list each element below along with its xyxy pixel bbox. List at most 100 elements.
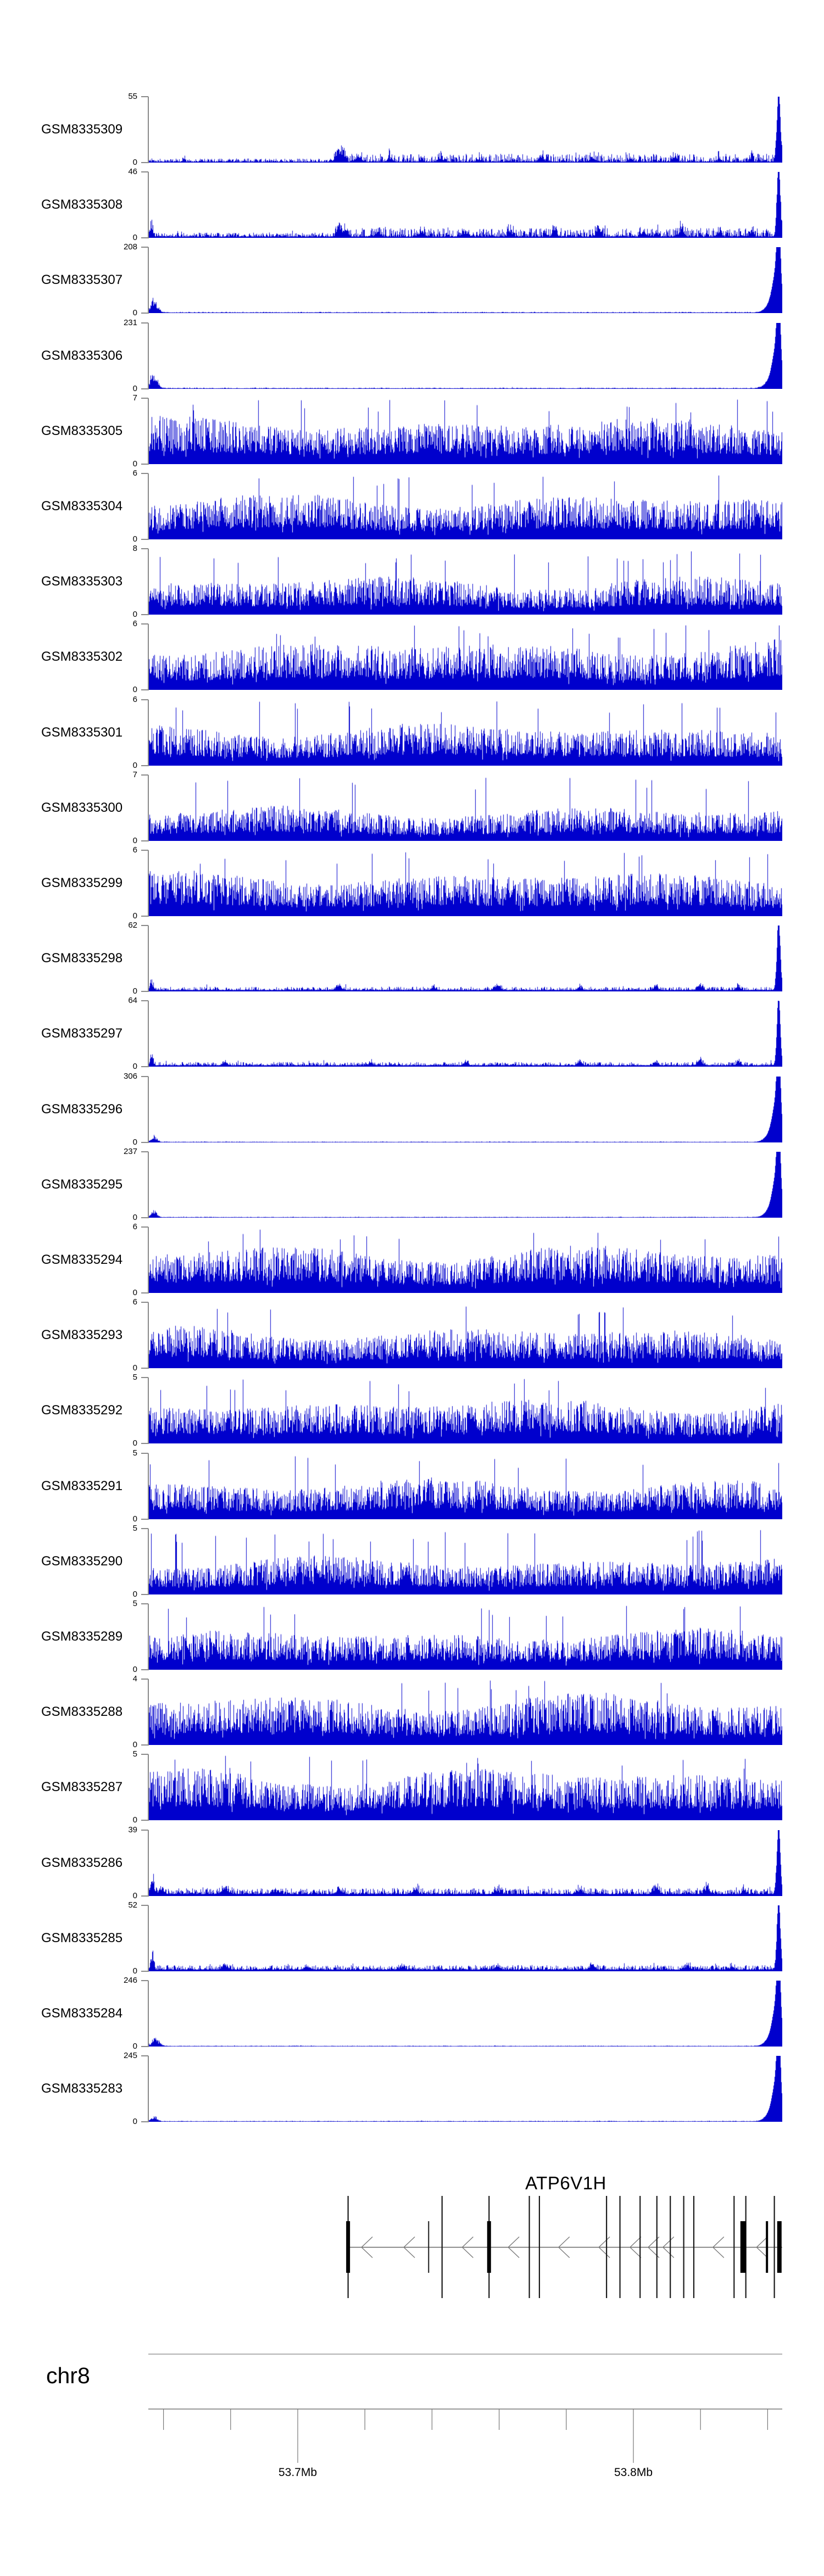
yaxis-zero-label: 0 xyxy=(132,1966,137,1976)
yaxis-top-tick xyxy=(141,1905,148,1906)
yaxis-zero-tick xyxy=(141,1895,148,1897)
coverage-signal xyxy=(149,323,782,389)
yaxis-zero-label: 0 xyxy=(132,384,137,393)
yaxis-zero-label: 0 xyxy=(132,2042,137,2051)
yaxis-line xyxy=(148,398,149,465)
yaxis-max-label: 62 xyxy=(128,921,137,930)
strand-arrow-icon xyxy=(361,2237,373,2258)
yaxis-zero-tick xyxy=(141,388,148,389)
coverage-signal xyxy=(149,473,782,539)
yaxis-line xyxy=(148,2056,149,2122)
yaxis-zero-tick xyxy=(141,1594,148,1595)
cds-exon-box xyxy=(346,2221,350,2273)
coverage-signal xyxy=(149,2056,782,2122)
strand-arrow-icon xyxy=(712,2237,725,2258)
yaxis-zero-tick xyxy=(141,237,148,238)
yaxis-zero-tick xyxy=(141,765,148,766)
yaxis-line xyxy=(148,323,149,389)
sample-label: GSM8335305 xyxy=(41,423,123,438)
coverage-track: GSM8335297 64 0 xyxy=(0,996,824,1070)
yaxis-line xyxy=(148,1001,149,1067)
coverage-track: GSM8335285 52 0 xyxy=(0,1901,824,1976)
cds-exon-box xyxy=(487,2221,491,2273)
coverage-signal xyxy=(149,1905,782,1971)
sample-label: GSM8335284 xyxy=(41,2006,123,2021)
yaxis-zero-tick xyxy=(141,1744,148,1746)
yaxis-line xyxy=(148,1604,149,1670)
yaxis-line xyxy=(148,247,149,314)
sample-label: GSM8335296 xyxy=(41,1102,123,1117)
yaxis-zero-tick xyxy=(141,162,148,163)
coverage-signal xyxy=(149,247,782,313)
yaxis-top-tick xyxy=(141,1000,148,1001)
sample-label: GSM8335298 xyxy=(41,951,123,966)
gene-name-label: ATP6V1H xyxy=(525,2173,606,2193)
yaxis-line xyxy=(148,1378,149,1444)
yaxis-max-label: 8 xyxy=(132,544,137,553)
yaxis-zero-label: 0 xyxy=(132,308,137,317)
coverage-signal xyxy=(149,1529,782,1594)
yaxis-top-tick xyxy=(141,1830,148,1831)
yaxis-zero-label: 0 xyxy=(132,911,137,921)
sample-label: GSM8335291 xyxy=(41,1479,123,1493)
strand-arrow-icon xyxy=(461,2237,474,2258)
yaxis-zero-label: 0 xyxy=(132,610,137,619)
yaxis-zero-tick xyxy=(141,2046,148,2047)
yaxis-top-tick xyxy=(141,1226,148,1228)
yaxis-max-label: 55 xyxy=(128,92,137,101)
yaxis-max-label: 6 xyxy=(132,619,137,628)
coverage-track: GSM8335305 7 0 xyxy=(0,394,824,468)
coverage-track: GSM8335287 5 0 xyxy=(0,1750,824,1824)
coverage-track: GSM8335293 6 0 xyxy=(0,1298,824,1372)
yaxis-top-tick xyxy=(141,322,148,324)
coverage-track: GSM8335296 306 0 xyxy=(0,1072,824,1146)
coverage-track: GSM8335307 208 0 xyxy=(0,243,824,317)
coverage-track: GSM8335291 5 0 xyxy=(0,1449,824,1523)
yaxis-max-label: 5 xyxy=(132,1599,137,1608)
yaxis-line xyxy=(148,1905,149,1972)
yaxis-top-tick xyxy=(141,247,148,248)
yaxis-zero-tick xyxy=(141,916,148,917)
sample-label: GSM8335307 xyxy=(41,272,123,287)
yaxis-top-tick xyxy=(141,699,148,700)
yaxis-zero-tick xyxy=(141,313,148,314)
coverage-track: GSM8335309 55 0 xyxy=(0,92,824,166)
yaxis-line xyxy=(148,1302,149,1369)
yaxis-zero-tick xyxy=(141,1142,148,1143)
coverage-signal xyxy=(149,1378,782,1443)
sample-label: GSM8335290 xyxy=(41,1554,123,1569)
yaxis-zero-tick xyxy=(141,1519,148,1520)
yaxis-zero-tick xyxy=(141,1820,148,1821)
coverage-signal xyxy=(149,97,782,163)
yaxis-zero-label: 0 xyxy=(132,1288,137,1297)
yaxis-max-label: 6 xyxy=(132,469,137,478)
coverage-signal xyxy=(149,1754,782,1820)
yaxis-top-tick xyxy=(141,1679,148,1680)
yaxis-line xyxy=(148,1077,149,1143)
strand-arrow-icon xyxy=(756,2237,768,2258)
coverage-track: GSM8335302 6 0 xyxy=(0,620,824,694)
coverage-signal xyxy=(149,1604,782,1670)
coverage-signal xyxy=(149,1981,782,2047)
yaxis-max-label: 237 xyxy=(123,1147,137,1156)
sample-label: GSM8335300 xyxy=(41,800,123,815)
coverage-track: GSM8335303 8 0 xyxy=(0,544,824,619)
coverage-signal xyxy=(149,1453,782,1519)
coverage-signal xyxy=(149,1830,782,1896)
yaxis-top-tick xyxy=(141,548,148,549)
yaxis-line xyxy=(148,775,149,841)
coverage-signal xyxy=(149,549,782,615)
yaxis-line xyxy=(148,549,149,615)
yaxis-zero-label: 0 xyxy=(132,1213,137,1222)
yaxis-zero-label: 0 xyxy=(132,2117,137,2126)
coverage-track: GSM8335301 6 0 xyxy=(0,695,824,770)
yaxis-max-label: 5 xyxy=(132,1749,137,1759)
yaxis-max-label: 208 xyxy=(123,242,137,252)
yaxis-line xyxy=(148,97,149,163)
coverage-signal xyxy=(149,1227,782,1293)
yaxis-top-tick xyxy=(141,1754,148,1755)
yaxis-line xyxy=(148,1830,149,1897)
yaxis-top-tick xyxy=(141,1377,148,1378)
coverage-track: GSM8335284 246 0 xyxy=(0,1976,824,2051)
